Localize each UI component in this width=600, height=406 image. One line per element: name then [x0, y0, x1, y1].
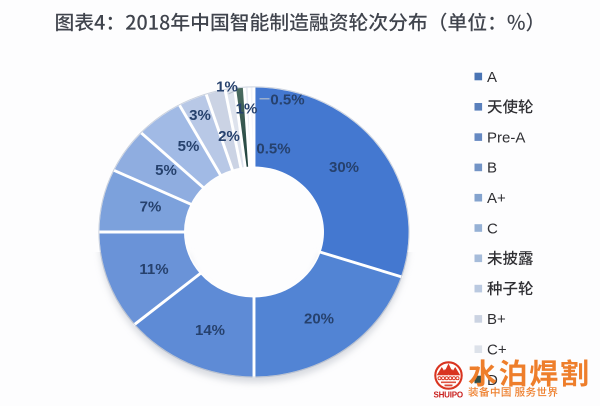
svg-text:3%: 3% [189, 107, 211, 124]
svg-text:2%: 2% [218, 128, 240, 145]
svg-text:B+: B+ [487, 311, 506, 328]
svg-text:7%: 7% [140, 199, 162, 216]
svg-text:SHUIPO: SHUIPO [433, 390, 462, 399]
svg-text:B: B [487, 160, 497, 177]
svg-text:11%: 11% [139, 261, 168, 278]
svg-text:C+: C+ [487, 342, 507, 359]
svg-text:C: C [487, 220, 498, 237]
svg-text:0.5%: 0.5% [270, 92, 304, 109]
svg-text:A: A [487, 69, 497, 86]
svg-text:1%: 1% [216, 79, 238, 96]
svg-text:5%: 5% [178, 138, 200, 155]
svg-text:1%: 1% [236, 101, 258, 118]
svg-text:5%: 5% [155, 162, 177, 179]
svg-text:A+: A+ [487, 190, 506, 207]
svg-text:0.5%: 0.5% [256, 141, 290, 158]
svg-text:30%: 30% [329, 159, 359, 176]
svg-text:14%: 14% [195, 322, 225, 339]
svg-text:Pre-A: Pre-A [487, 129, 525, 146]
svg-text:20%: 20% [304, 311, 334, 328]
